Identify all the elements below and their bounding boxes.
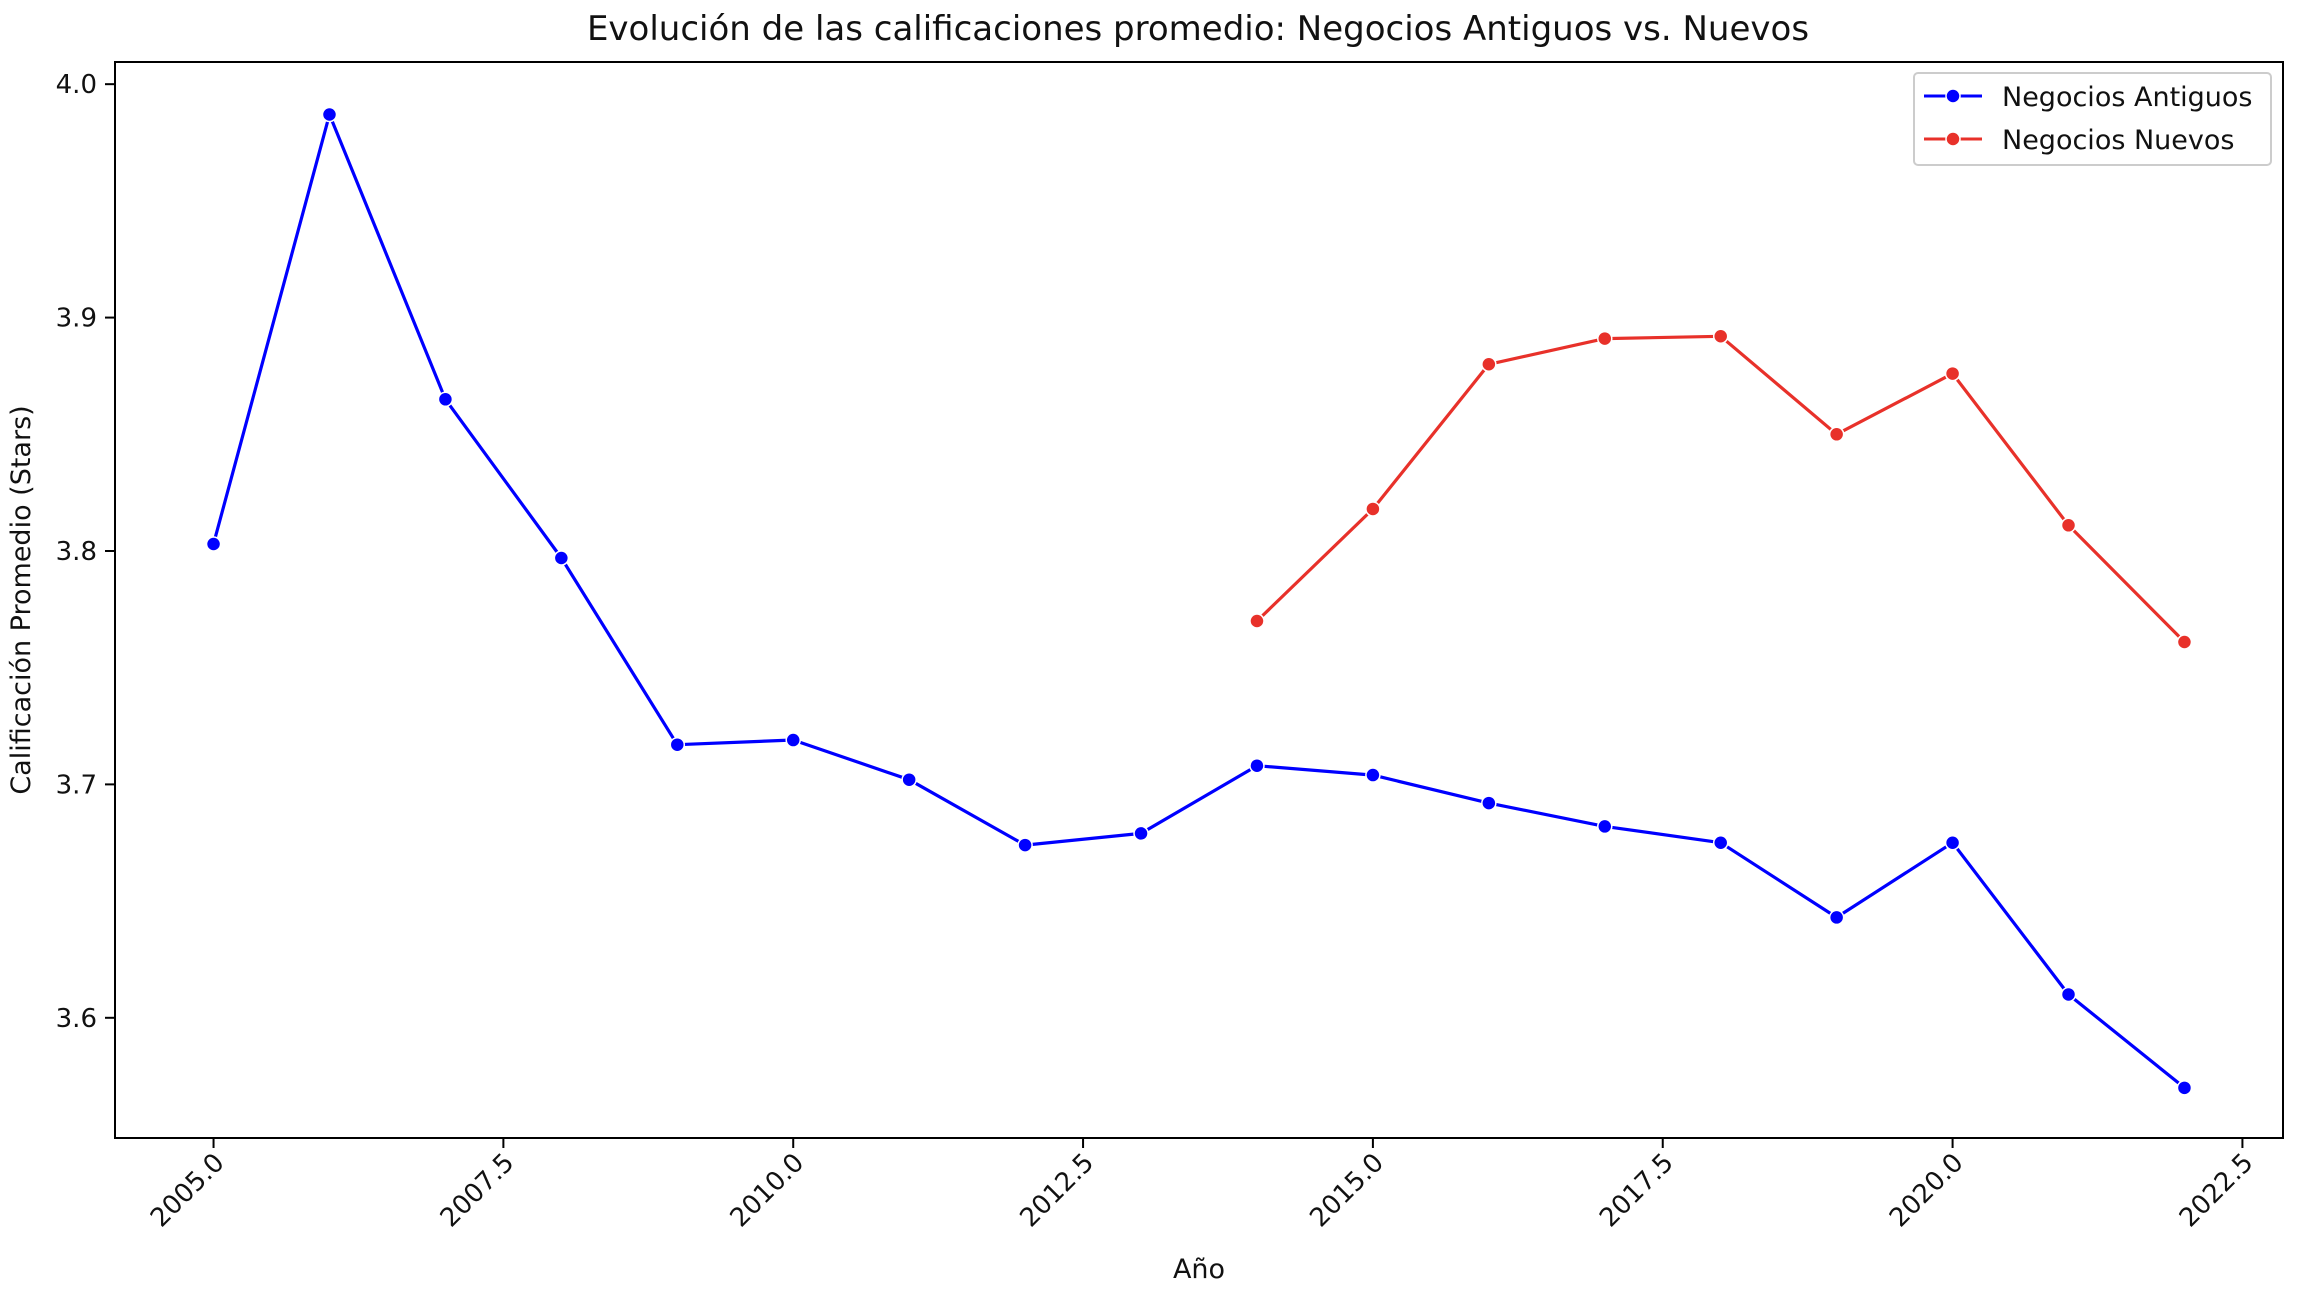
x-tick-label: 2005.0: [145, 1148, 231, 1234]
data-point-negocios-antiguos: [1597, 818, 1613, 835]
y-tick-label: 3.9: [56, 304, 97, 334]
series-line-negocios-antiguos: [211, 112, 2186, 1090]
data-point-negocios-antiguos: [205, 536, 222, 552]
legend-marker-nuevos: [1945, 131, 1961, 147]
data-point-negocios-antiguos: [1249, 757, 1265, 774]
data-point-negocios-antiguos: [1828, 909, 1845, 926]
legend-label-antiguos: Negocios Antiguos: [2002, 82, 2253, 113]
data-point-negocios-antiguos: [321, 106, 338, 123]
legend-marker-antiguos: [1945, 88, 1961, 104]
data-point-negocios-antiguos: [1133, 825, 1149, 842]
series-line-negocios-nuevos: [1255, 334, 2186, 644]
y-tick-label: 3.7: [56, 770, 97, 800]
data-point-negocios-antiguos: [1712, 834, 1729, 851]
legend: Negocios Antiguos Negocios Nuevos: [1913, 72, 2272, 166]
data-point-negocios-antiguos: [437, 391, 454, 408]
y-tick-label: 3.8: [56, 537, 97, 567]
data-point-negocios-nuevos: [1828, 426, 1845, 443]
x-axis: 2005.0 2007.5 2010.0 2012.5 2015.0 2017.5 2020…: [145, 1138, 2259, 1233]
data-point-negocios-antiguos: [901, 771, 917, 788]
data-point-negocios-nuevos: [1249, 613, 1265, 629]
legend-label-nuevos: Negocios Nuevos: [2002, 125, 2234, 156]
y-axis: 3.6 3.7 3.8 3.9 4.0: [56, 70, 115, 1034]
y-axis-label: Calificación Promedio (Stars): [6, 405, 37, 794]
x-tick-label: 2012.5: [1014, 1148, 1100, 1234]
data-point-negocios-nuevos: [1365, 501, 1381, 517]
data-point-negocios-antiguos: [669, 736, 686, 753]
x-tick-label: 2020.0: [1884, 1148, 1970, 1234]
data-point-negocios-antiguos: [1017, 837, 1033, 853]
data-point-negocios-antiguos: [1481, 795, 1497, 811]
series-layer: [205, 106, 2193, 1096]
data-point-negocios-nuevos: [2176, 634, 2193, 650]
y-tick-label: 3.6: [56, 1004, 97, 1034]
data-point-negocios-nuevos: [1597, 330, 1613, 347]
data-point-negocios-antiguos: [553, 550, 570, 566]
plot-area-frame: [114, 61, 2284, 1139]
data-point-negocios-nuevos: [1712, 328, 1729, 345]
x-tick-label: 2010.0: [725, 1148, 811, 1234]
data-point-negocios-antiguos: [2176, 1080, 2193, 1096]
legend-box: [1913, 72, 2272, 166]
x-tick-label: 2017.5: [1594, 1148, 1680, 1234]
x-axis-label: Año: [1173, 1254, 1225, 1285]
x-tick-label: 2007.5: [435, 1148, 521, 1234]
data-point-negocios-nuevos: [2060, 517, 2077, 534]
data-point-negocios-nuevos: [1944, 365, 1961, 382]
y-tick-label: 4.0: [56, 70, 97, 100]
data-point-negocios-antiguos: [2060, 986, 2077, 1003]
data-point-negocios-antiguos: [785, 732, 801, 748]
data-point-negocios-antiguos: [1944, 834, 1961, 851]
x-tick-label: 2022.5: [2174, 1148, 2260, 1234]
data-point-negocios-nuevos: [1481, 356, 1497, 373]
x-tick-label: 2015.0: [1304, 1148, 1390, 1234]
data-point-negocios-antiguos: [1365, 767, 1381, 783]
chart-title: Evolución de las calificaciones promedio…: [587, 9, 1809, 49]
